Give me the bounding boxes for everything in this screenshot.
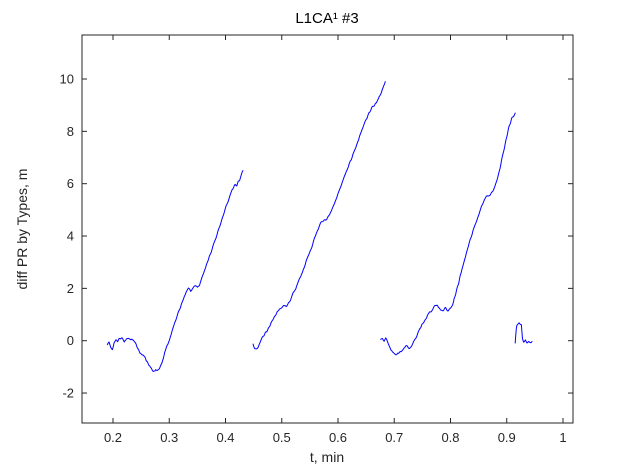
x-tick-label: 0.8 [441,430,459,445]
series-line-segment-4 [514,322,533,344]
y-tick-label: 0 [67,333,74,348]
x-tick-label: 0.6 [329,430,347,445]
y-tick-label: 6 [67,176,74,191]
series-line-segment-3 [380,112,516,356]
y-tick-label: 10 [60,72,74,87]
x-tick-label: 0.4 [216,430,234,445]
x-tick-label: 0.3 [160,430,178,445]
x-axis-label: t, min [310,449,344,465]
y-tick-label: -2 [62,386,74,401]
x-tick-label: 1 [559,430,566,445]
y-axis-label: diff PR by Types, m [14,169,30,290]
y-tick-label: 2 [67,281,74,296]
plot-border [81,34,574,424]
x-tick-label: 0.5 [273,430,291,445]
y-tick-label: 8 [67,124,74,139]
series-line-segment-1 [106,170,244,372]
x-tick-label: 0.2 [104,430,122,445]
y-tick-label: 4 [67,229,74,244]
x-tick-label: 0.7 [385,430,403,445]
series-group [106,81,533,372]
series-line-segment-2 [252,81,386,350]
x-tick-label: 0.9 [498,430,516,445]
chart-title: L1CA¹ #3 [295,10,358,27]
axes-group: 0.2 0.3 0.4 0.5 0.6 0.7 0.8 0.9 1 -2 0 2 4 6 8 10 [60,34,574,445]
